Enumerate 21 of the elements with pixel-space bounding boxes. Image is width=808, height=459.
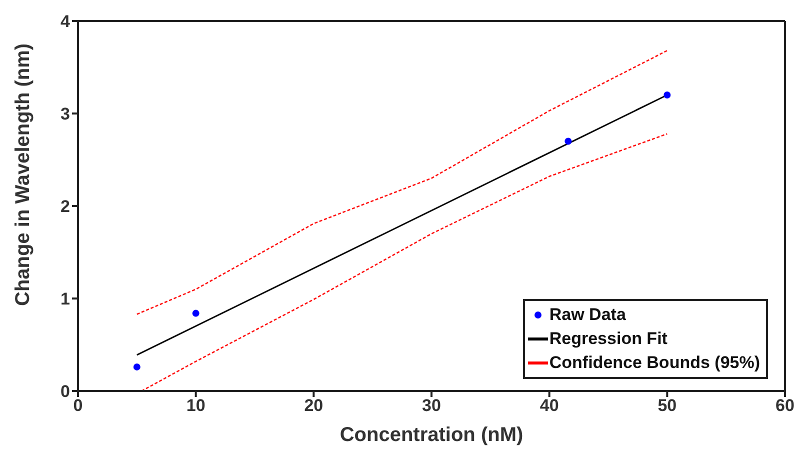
y-tick-label: 3 — [60, 104, 70, 124]
x-tick-label: 0 — [73, 396, 83, 416]
legend-label: Confidence Bounds (95%) — [549, 353, 760, 373]
x-tick-label: 10 — [186, 396, 206, 416]
x-tick-label: 40 — [540, 396, 559, 416]
point — [133, 363, 140, 370]
point — [192, 310, 200, 317]
y-tick-label: 1 — [60, 290, 70, 309]
legend-label: Raw Data — [549, 305, 626, 325]
x-tick-label: 30 — [422, 396, 441, 416]
legend-label: Regression Fit — [549, 329, 668, 349]
x-tick-label: 50 — [658, 396, 677, 416]
y-tick-label: 4 — [60, 12, 71, 32]
y-tick-label: 0 — [60, 382, 70, 402]
x-axis-title: Concentration (nM) — [340, 424, 524, 446]
point — [564, 138, 572, 145]
point — [664, 92, 671, 98]
y-tick-label: 2 — [60, 197, 70, 216]
y-axis-title: Change in Wavelength (nm) — [12, 43, 34, 306]
x-tick-label: 20 — [304, 396, 324, 416]
x-tick-label: 60 — [776, 396, 794, 416]
